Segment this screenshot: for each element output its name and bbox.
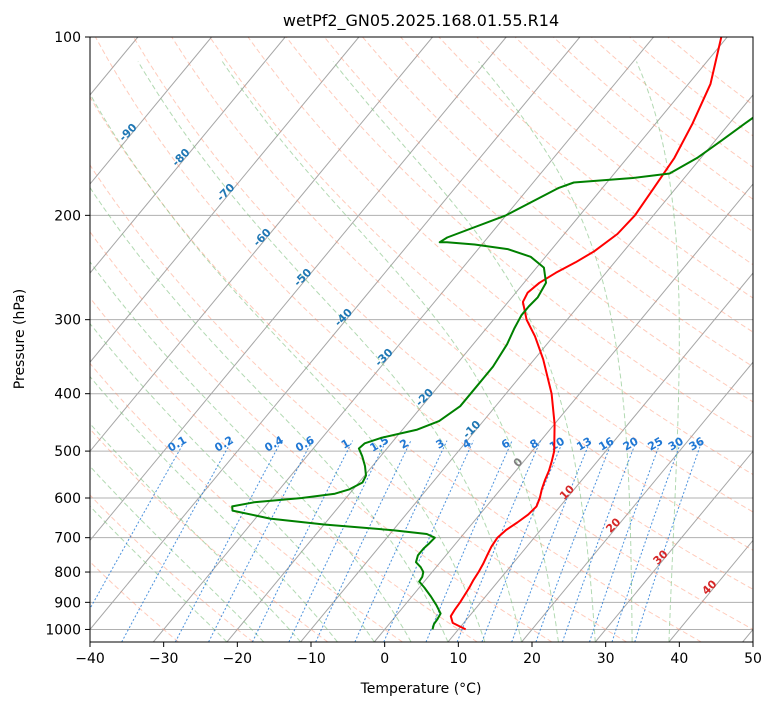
isotherm-line bbox=[90, 37, 507, 542]
y-axis-label: Pressure (hPa) bbox=[12, 289, 28, 389]
dry-adiabat bbox=[285, 37, 753, 439]
dry-adiabat bbox=[90, 362, 403, 642]
mixing-ratio-line bbox=[611, 440, 682, 642]
isotherm-line bbox=[521, 361, 753, 642]
isotherm-line bbox=[668, 539, 753, 642]
y-tick-label: 600 bbox=[54, 491, 81, 507]
mixing-ratio-line bbox=[383, 440, 474, 642]
y-tick-label: 300 bbox=[54, 313, 81, 329]
dry-adiabat bbox=[362, 37, 753, 368]
mixing-ratio-line bbox=[589, 440, 662, 642]
moist-adiabat bbox=[137, 61, 523, 642]
moist-adiabat bbox=[636, 61, 680, 642]
x-tick-label: 40 bbox=[670, 651, 688, 667]
dry-adiabat bbox=[90, 494, 254, 642]
moist-adiabat bbox=[90, 322, 375, 642]
y-tick-label: 200 bbox=[54, 208, 81, 224]
mixing-ratio-line bbox=[315, 440, 412, 642]
mixing-ratio-line bbox=[251, 440, 354, 642]
mixing-ratio-line bbox=[90, 440, 186, 610]
dry-adiabat bbox=[90, 96, 702, 642]
isotherm-line bbox=[90, 37, 360, 363]
x-tick-label: −20 bbox=[223, 651, 253, 667]
isotherm-line bbox=[594, 450, 753, 642]
dry-adiabat bbox=[94, 37, 753, 630]
y-axis: 100 200 300 400 500 600 700 800 900 1000 bbox=[45, 30, 90, 638]
isotherm-line bbox=[90, 37, 212, 185]
mixing-ratio-line bbox=[121, 440, 233, 642]
dry-adiabat bbox=[400, 37, 753, 333]
y-tick-label: 700 bbox=[54, 531, 81, 547]
x-tick-label: −40 bbox=[75, 651, 105, 667]
y-tick-label: 400 bbox=[54, 387, 81, 403]
isotherm-line bbox=[90, 37, 286, 274]
mixing-ratio-line bbox=[561, 440, 637, 642]
x-tick-label: 0 bbox=[380, 651, 389, 667]
x-axis-label: Temperature (°C) bbox=[360, 681, 482, 697]
isotherm-line bbox=[300, 94, 753, 642]
x-tick-label: −10 bbox=[296, 651, 326, 667]
mixing-ratio-line bbox=[634, 440, 703, 642]
y-tick-label: 900 bbox=[54, 595, 81, 611]
moist-adiabat bbox=[90, 93, 486, 642]
dewpoint-profile bbox=[231, 116, 753, 630]
moist-adiabat bbox=[90, 261, 412, 642]
isotherm-line bbox=[152, 37, 654, 642]
moist-adiabat bbox=[332, 61, 596, 642]
mixing-ratio-line bbox=[354, 440, 448, 642]
isotherm-line bbox=[226, 37, 728, 642]
y-tick-label: 500 bbox=[54, 444, 81, 460]
x-tick-label: −30 bbox=[149, 651, 179, 667]
plot-frame bbox=[89, 36, 754, 643]
isotherm-line bbox=[373, 183, 753, 642]
moist-adiabat bbox=[90, 465, 265, 642]
dry-adiabat bbox=[171, 37, 753, 551]
temperature-profile bbox=[449, 37, 723, 631]
moist-adiabat bbox=[90, 422, 301, 642]
isotherm-line bbox=[447, 272, 753, 642]
x-axis: −40 −30 −20 −10 0 10 20 30 40 50 bbox=[75, 642, 762, 667]
x-tick-label: 10 bbox=[449, 651, 467, 667]
moist-adiabat bbox=[478, 61, 633, 642]
chart-title: wetPf2_GN05.2025.168.01.55.R14 bbox=[283, 11, 559, 31]
profiles bbox=[231, 37, 753, 631]
moist-adiabat bbox=[221, 61, 559, 642]
dry-adiabat bbox=[247, 37, 753, 476]
mixing-ratio-line bbox=[425, 440, 513, 642]
dry-adiabat bbox=[90, 164, 627, 642]
y-tick-label: 1000 bbox=[45, 622, 81, 638]
x-tick-label: 30 bbox=[597, 651, 615, 667]
isotherm-line bbox=[90, 37, 433, 453]
dry-adiabat bbox=[133, 37, 753, 590]
x-tick-label: 50 bbox=[744, 651, 762, 667]
moist-adiabat bbox=[90, 375, 338, 642]
mixing-ratio-line bbox=[535, 440, 613, 642]
dry-adiabat bbox=[90, 230, 553, 642]
isotherm-line bbox=[90, 37, 581, 631]
y-tick-label: 800 bbox=[54, 565, 81, 581]
y-tick-label: 100 bbox=[54, 30, 81, 46]
moist-adiabat bbox=[90, 505, 228, 642]
background-lines bbox=[90, 37, 753, 642]
x-tick-label: 20 bbox=[523, 651, 541, 667]
dry-adiabat bbox=[90, 297, 478, 642]
